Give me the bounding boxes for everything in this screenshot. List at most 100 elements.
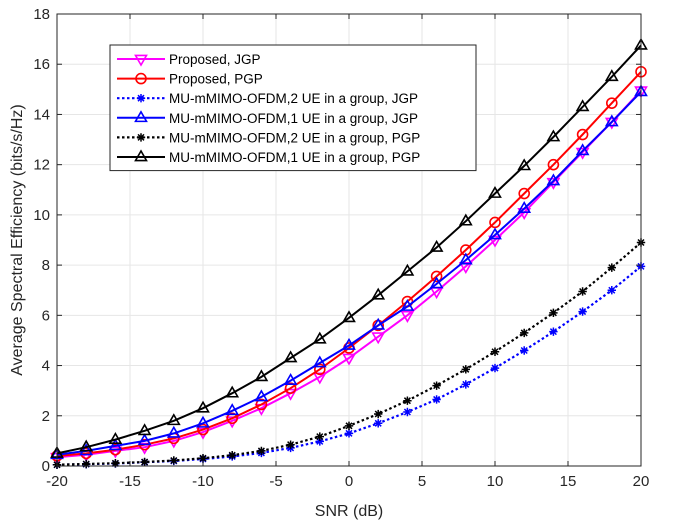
data-point: [108, 438, 123, 451]
legend-label: Proposed, JGP: [169, 52, 261, 67]
legend-label: MU-mMIMO-OFDM,1 UE in a group, PGP: [169, 150, 420, 165]
data-point: [546, 173, 561, 186]
data-point: [488, 227, 502, 240]
data-point: [137, 433, 152, 446]
legend-label: Proposed, PGP: [169, 72, 263, 87]
data-point: [79, 443, 94, 456]
legend-marker: [136, 94, 146, 103]
data-point: [458, 252, 473, 265]
legend-box: [109, 44, 477, 172]
data-point: [342, 337, 356, 350]
data-point: [196, 400, 210, 413]
x-axis-label: SNR (dB): [315, 503, 383, 520]
data-point: [315, 437, 324, 446]
data-point: [169, 456, 178, 465]
legend-item-4: MU-mMIMO-OFDM,1 UE in a group, JGP: [117, 110, 418, 126]
data-point: [605, 97, 618, 109]
data-point: [490, 363, 500, 373]
x-tick-label: 5: [418, 473, 426, 490]
series-line-2: [56, 71, 642, 457]
data-point: [517, 158, 532, 171]
x-tick-label: 15: [560, 473, 577, 490]
data-point: [549, 308, 558, 318]
data-point: [225, 403, 240, 416]
legend-label: MU-mMIMO-OFDM,2 UE in a group, PGP: [169, 130, 420, 145]
y-tick-label: 2: [42, 408, 50, 425]
data-point: [374, 409, 383, 419]
data-point: [312, 372, 327, 385]
legend-item-1: Proposed, JGP: [117, 52, 261, 67]
data-point: [458, 213, 473, 226]
legend-marker: [134, 54, 148, 67]
data-point: [607, 263, 616, 272]
data-point: [546, 129, 561, 142]
x-tick-label: -20: [46, 473, 68, 490]
data-point: [607, 286, 616, 295]
data-point: [225, 385, 240, 398]
data-point: [137, 423, 152, 436]
data-point: [374, 419, 383, 428]
data-point: [197, 423, 209, 436]
y-tick-label: 18: [33, 6, 50, 23]
data-point: [429, 276, 444, 289]
data-point: [458, 261, 473, 274]
data-point: [429, 239, 444, 252]
legend-item-5: MU-mMIMO-OFDM,2 UE in a group, PGP: [117, 130, 420, 145]
data-point: [228, 451, 237, 460]
data-point: [403, 396, 412, 405]
data-point: [371, 332, 386, 345]
data-point: [344, 421, 354, 431]
y-tick-label: 8: [42, 257, 50, 274]
series-5: [52, 238, 646, 469]
data-point: [604, 114, 619, 127]
legend-marker: [134, 110, 148, 123]
data-point: [490, 347, 500, 356]
legend-label: MU-mMIMO-OFDM,1 UE in a group, JGP: [169, 111, 418, 126]
data-point: [313, 363, 326, 376]
series-line-4: [56, 91, 642, 456]
data-point: [400, 298, 415, 311]
y-tick-label: 0: [42, 458, 50, 475]
data-point: [371, 317, 386, 330]
data-point: [575, 143, 590, 156]
data-point: [547, 158, 560, 171]
data-point: [257, 446, 266, 456]
y-tick-label: 16: [33, 56, 50, 73]
data-point: [283, 373, 298, 385]
x-tick-label: -10: [192, 473, 214, 490]
data-point: [342, 353, 356, 366]
data-point: [198, 454, 208, 463]
data-point: [403, 407, 412, 417]
x-tick-label: 0: [345, 473, 353, 490]
series-6: [50, 37, 648, 458]
data-point: [344, 429, 354, 438]
legend-marker: [135, 72, 147, 85]
data-point: [604, 69, 619, 82]
y-tick-label: 14: [33, 106, 50, 123]
legend-label: MU-mMIMO-OFDM,2 UE in a group, JGP: [169, 91, 418, 106]
legend-marker: [134, 149, 148, 162]
y-tick-label: 12: [33, 157, 50, 174]
data-point: [604, 117, 619, 130]
data-point: [108, 432, 123, 445]
data-point: [400, 310, 415, 323]
data-point: [315, 432, 324, 441]
legend-item-6: MU-mMIMO-OFDM,1 UE in a group, PGP: [117, 149, 420, 165]
data-point: [286, 440, 295, 449]
y-tick-label: 4: [42, 358, 50, 375]
data-point: [255, 398, 268, 411]
data-point: [284, 382, 297, 394]
data-point: [518, 187, 531, 200]
data-point: [111, 459, 120, 468]
data-point: [196, 415, 210, 428]
data-point: [79, 439, 94, 452]
data-point: [166, 425, 181, 438]
data-point: [432, 381, 441, 390]
data-point: [342, 310, 356, 323]
data-point: [430, 270, 443, 283]
data-point: [432, 395, 441, 404]
data-point: [312, 331, 327, 344]
data-point: [520, 328, 529, 338]
